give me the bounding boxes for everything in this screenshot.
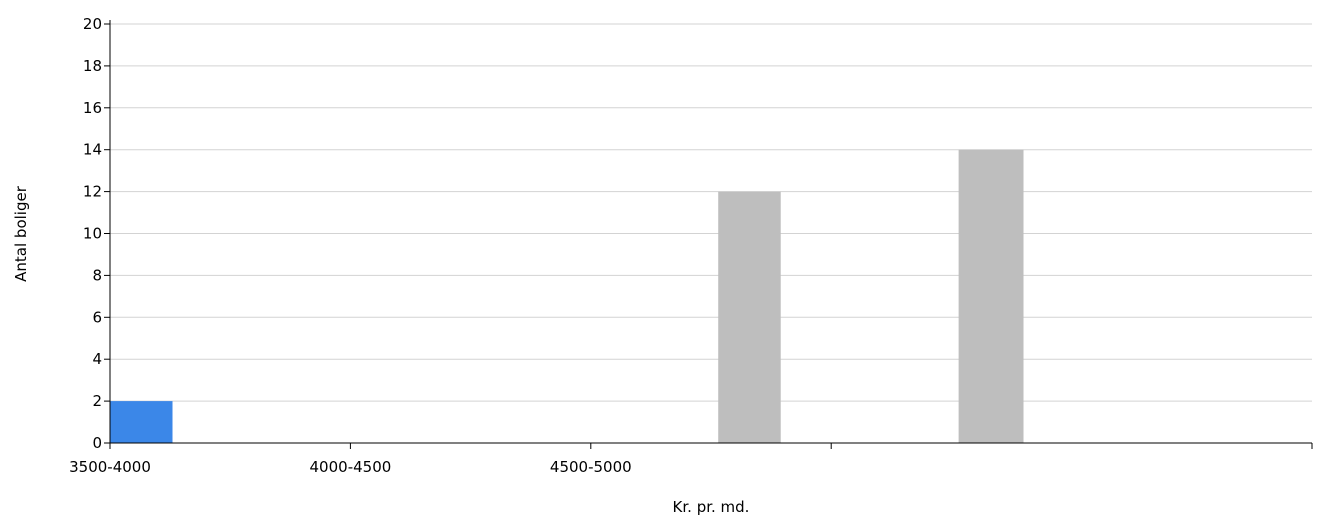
x-tick-label: 4500-5000 <box>550 458 632 476</box>
grid-lines <box>110 23 1312 402</box>
y-tick-label: 14 <box>83 141 102 159</box>
y-axis-title: Antal boliger <box>12 185 30 282</box>
bars <box>110 149 1024 443</box>
axes <box>104 20 1313 449</box>
bar <box>110 401 173 443</box>
y-tick-label: 20 <box>83 15 102 33</box>
x-tick-label: 4000-4500 <box>310 458 392 476</box>
y-tick-label: 18 <box>83 57 102 75</box>
y-tick-label: 8 <box>92 266 102 284</box>
x-axis-title: Kr. pr. md. <box>673 498 750 516</box>
bar <box>958 149 1024 443</box>
bar <box>718 191 781 443</box>
x-tick-label: 3500-4000 <box>69 458 151 476</box>
y-tick-label: 4 <box>92 350 102 368</box>
y-tick-label: 0 <box>92 434 102 452</box>
y-tick-label: 6 <box>92 308 102 326</box>
y-tick-label: 12 <box>83 183 102 201</box>
y-tick-label: 16 <box>83 99 102 117</box>
y-tick-label: 2 <box>92 392 102 410</box>
y-tick-label: 10 <box>83 225 102 243</box>
y-tick-labels: 0 2 4 6 8 10 12 14 16 18 20 <box>83 15 102 452</box>
x-tick-labels: 3500-4000 4000-4500 4500-5000 <box>69 458 632 476</box>
